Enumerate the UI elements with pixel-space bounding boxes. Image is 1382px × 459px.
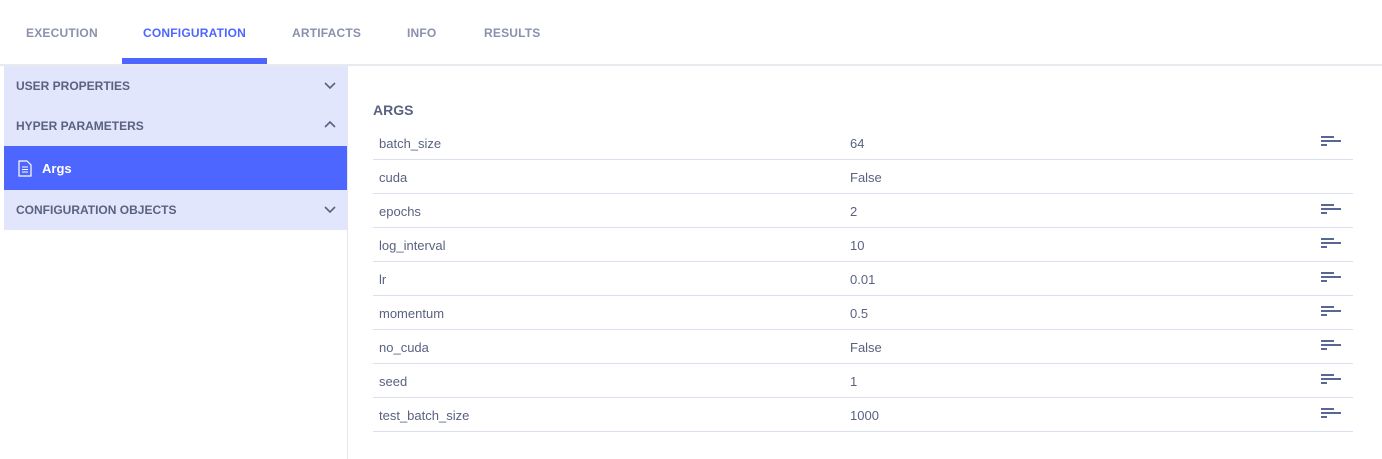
param-value: 10 xyxy=(850,238,865,253)
tab-bar: EXECUTION CONFIGURATION ARTIFACTS INFO R… xyxy=(0,0,1382,66)
description-icon[interactable] xyxy=(1321,340,1343,352)
tab-configuration[interactable]: CONFIGURATION xyxy=(143,26,247,40)
table-row: lr 0.01 xyxy=(373,262,1353,296)
param-value: 1000 xyxy=(850,408,879,423)
param-name: no_cuda xyxy=(379,340,429,355)
section-user-properties[interactable]: USER PROPERTIES xyxy=(4,66,347,106)
description-icon[interactable] xyxy=(1321,374,1343,386)
table-row: cuda False xyxy=(373,160,1353,194)
param-value: 0.5 xyxy=(850,306,869,321)
table-row: log_interval 10 xyxy=(373,228,1353,262)
param-name: test_batch_size xyxy=(379,408,470,423)
description-icon[interactable] xyxy=(1321,306,1343,318)
tab-results[interactable]: RESULTS xyxy=(484,26,541,40)
param-name: seed xyxy=(379,374,408,389)
document-icon xyxy=(18,159,32,177)
active-tab-indicator xyxy=(122,58,267,64)
tab-artifacts[interactable]: ARTIFACTS xyxy=(292,26,362,40)
table-row: batch_size 64 xyxy=(373,126,1353,160)
tab-execution[interactable]: EXECUTION xyxy=(26,26,98,40)
table-row: no_cuda False xyxy=(373,330,1353,364)
section-label: USER PROPERTIES xyxy=(16,79,131,93)
section-configuration-objects[interactable]: CONFIGURATION OBJECTS xyxy=(4,190,347,230)
table-row: epochs 2 xyxy=(373,194,1353,228)
param-name: batch_size xyxy=(379,136,442,151)
table-row: seed 1 xyxy=(373,364,1353,398)
tab-info[interactable]: INFO xyxy=(407,26,437,40)
param-value: 1 xyxy=(850,374,858,389)
param-name: lr xyxy=(379,272,387,287)
args-panel: ARGS batch_size 64 cuda False epochs 2 log_… xyxy=(373,100,1353,432)
description-icon[interactable] xyxy=(1321,272,1343,284)
section-label: HYPER PARAMETERS xyxy=(16,119,144,133)
param-name: cuda xyxy=(379,170,408,185)
param-value: 0.01 xyxy=(850,272,876,287)
section-hyper-parameters[interactable]: HYPER PARAMETERS xyxy=(4,106,347,146)
table-row: momentum 0.5 xyxy=(373,296,1353,330)
param-name: momentum xyxy=(379,306,445,321)
param-name: log_interval xyxy=(379,238,446,253)
param-value: False xyxy=(850,170,882,185)
description-icon[interactable] xyxy=(1321,238,1343,250)
description-icon[interactable] xyxy=(1321,204,1343,216)
chevron-down-icon xyxy=(324,206,336,214)
section-label: CONFIGURATION OBJECTS xyxy=(16,203,177,217)
description-icon[interactable] xyxy=(1321,136,1343,148)
param-name: epochs xyxy=(379,204,421,219)
chevron-up-icon xyxy=(324,120,336,128)
table-row: test_batch_size 1000 xyxy=(373,398,1353,432)
sidebar-item-args[interactable]: Args xyxy=(4,146,347,190)
sidebar-item-label: Args xyxy=(42,160,72,176)
param-value: 2 xyxy=(850,204,858,219)
param-value: 64 xyxy=(850,136,865,151)
param-value: False xyxy=(850,340,882,355)
panel-divider xyxy=(347,66,348,459)
chevron-down-icon xyxy=(324,82,336,90)
section-title: ARGS xyxy=(373,102,414,118)
sidebar: USER PROPERTIES HYPER PARAMETERS Args CO… xyxy=(4,66,347,230)
description-icon[interactable] xyxy=(1321,408,1343,420)
